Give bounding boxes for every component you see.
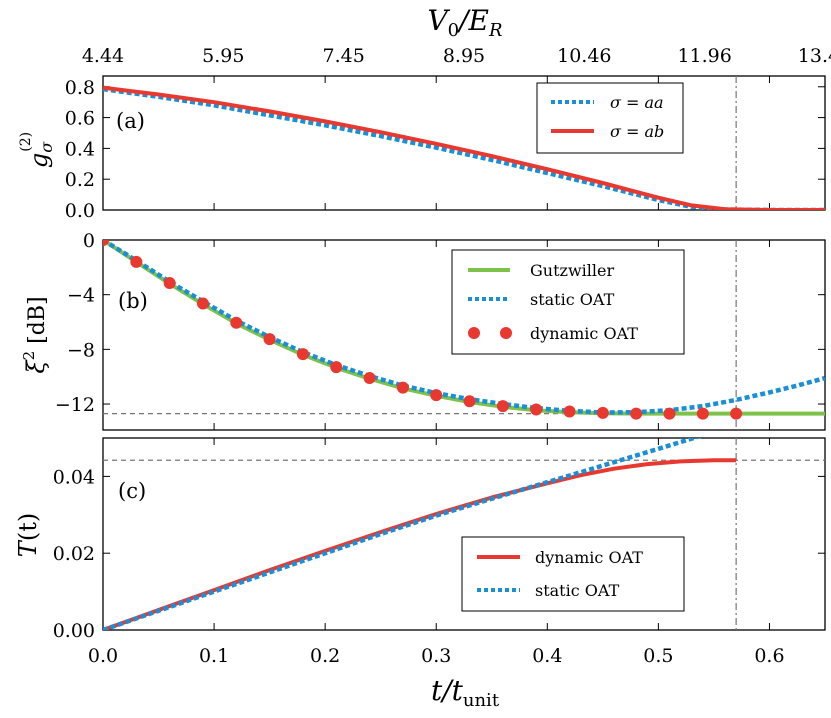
panel-a-label: (a) <box>116 109 145 133</box>
series-line-gutzwiller <box>103 240 825 416</box>
panel-b-frame <box>102 239 826 431</box>
panel-b-series <box>103 240 825 430</box>
data-point-dynamic-oat <box>596 406 609 419</box>
data-point-dynamic-oat <box>663 407 676 420</box>
y-tick-label: 0.0 <box>65 200 95 222</box>
panel-b-label: (b) <box>118 289 148 313</box>
legend-item-static-oat: static OAT <box>530 290 615 309</box>
panel-c-y-ticks: 0.00 0.02 0.04 <box>53 466 825 642</box>
data-point-dynamic-oat <box>263 333 276 346</box>
panel-b-legend: Gutzwiller static OAT dynamic OAT <box>451 249 685 355</box>
top-axis-title: V0/ER <box>427 4 502 41</box>
y-tick-label: −4 <box>67 285 95 307</box>
panel-c-legend: dynamic OAT static OAT <box>461 536 685 612</box>
x-tick-label: 0.5 <box>643 645 673 667</box>
bottom-axis-title: t/tunit <box>431 674 500 711</box>
panel-c-series <box>103 438 825 630</box>
data-point-dynamic-oat <box>630 407 643 420</box>
panel-b-y-ticks: 0 −4 −8 −12 <box>55 230 825 416</box>
data-point-dynamic-oat <box>196 297 209 310</box>
data-point-dynamic-oat <box>230 316 243 329</box>
y-tick-label: 0.00 <box>53 620 95 642</box>
top-tick-label: 11.96 <box>677 45 731 67</box>
panel-c-label: (c) <box>118 479 146 503</box>
top-tick-label: 5.95 <box>202 45 244 67</box>
y-tick-label: −8 <box>67 339 95 361</box>
panel-a-series <box>103 76 825 210</box>
top-tick-label: 7.45 <box>323 45 365 67</box>
x-tick-label: 0.6 <box>754 645 784 667</box>
x-tick-label: 0.1 <box>199 645 229 667</box>
legend-item-gutzwiller: Gutzwiller <box>530 261 614 280</box>
panel-a-ylabel: gσ(2) <box>18 132 56 168</box>
data-point-dynamic-oat <box>430 389 443 402</box>
data-point-dynamic-oat <box>330 361 343 374</box>
panel-a-legend: σ = aa σ = ab <box>536 82 684 154</box>
data-point-dynamic-oat <box>496 400 509 413</box>
data-point-dynamic-oat <box>130 255 143 268</box>
x-tick-label: 0.3 <box>421 645 451 667</box>
series-line-ab <box>103 85 825 210</box>
panel-c: 0.00 0.02 0.04 (c) T(t) dynamic OAT static… <box>14 437 826 667</box>
x-tick-label: 0.0 <box>88 645 118 667</box>
y-tick-label: 0.8 <box>65 77 95 99</box>
top-tick-label: 8.95 <box>443 45 485 67</box>
y-tick-label: 0 <box>83 230 95 252</box>
legend-item-static-oat-c: static OAT <box>535 581 620 600</box>
x-tick-label: 0.2 <box>310 645 340 667</box>
data-point-dynamic-oat <box>563 405 576 418</box>
legend-item-dynamic-oat-c: dynamic OAT <box>535 548 643 567</box>
panel-c-x-tick-labels: 0.0 0.1 0.2 0.3 0.4 0.5 0.6 <box>88 645 785 667</box>
data-point-dynamic-oat <box>163 277 176 290</box>
panel-a-frame <box>102 75 826 211</box>
x-tick-label: 0.4 <box>532 645 562 667</box>
legend-item-ab: σ = ab <box>610 122 664 141</box>
top-tick-label: 4.44 <box>82 45 124 67</box>
y-tick-label: 0.04 <box>53 466 95 488</box>
panel-c-frame <box>102 437 826 631</box>
panel-c-ylabel: T(t) <box>14 513 42 557</box>
top-axis-ticks: 4.44 5.95 7.45 8.95 10.46 11.96 13.47 <box>82 45 831 67</box>
series-line-aa <box>103 86 825 210</box>
panel-b: 0 −4 −8 −12 (b) ξ2 [dB] Gutzwiller static O… <box>20 230 826 431</box>
data-point-dynamic-oat <box>730 407 743 420</box>
data-point-dynamic-oat <box>296 348 309 361</box>
y-tick-label: 0.2 <box>65 169 95 191</box>
y-tick-label: 0.02 <box>53 543 95 565</box>
panel-b-ylabel: ξ2 [dB] <box>20 296 50 373</box>
data-point-dynamic-oat <box>396 381 409 394</box>
data-point-dynamic-oat <box>463 395 476 408</box>
data-point-dynamic-oat <box>696 407 709 420</box>
y-tick-label: 0.4 <box>65 138 95 160</box>
top-tick-label: 10.46 <box>557 45 611 67</box>
panel-a: 0.0 0.2 0.4 0.6 0.8 (a) gσ(2) σ = aa σ = ab <box>18 75 826 222</box>
legend-item-aa: σ = aa <box>610 93 664 112</box>
data-point-dynamic-oat <box>363 372 376 385</box>
legend-item-dynamic-oat: dynamic OAT <box>530 324 638 343</box>
top-tick-label: 13.47 <box>798 45 831 67</box>
y-tick-label: 0.6 <box>65 108 95 130</box>
panel-a-y-ticks: 0.0 0.2 0.4 0.6 0.8 <box>65 77 825 222</box>
panel-c-x-ticks <box>102 438 770 630</box>
y-tick-label: −12 <box>55 394 95 416</box>
data-point-dynamic-oat <box>530 403 543 416</box>
data-point-dynamic-oat <box>103 240 109 246</box>
